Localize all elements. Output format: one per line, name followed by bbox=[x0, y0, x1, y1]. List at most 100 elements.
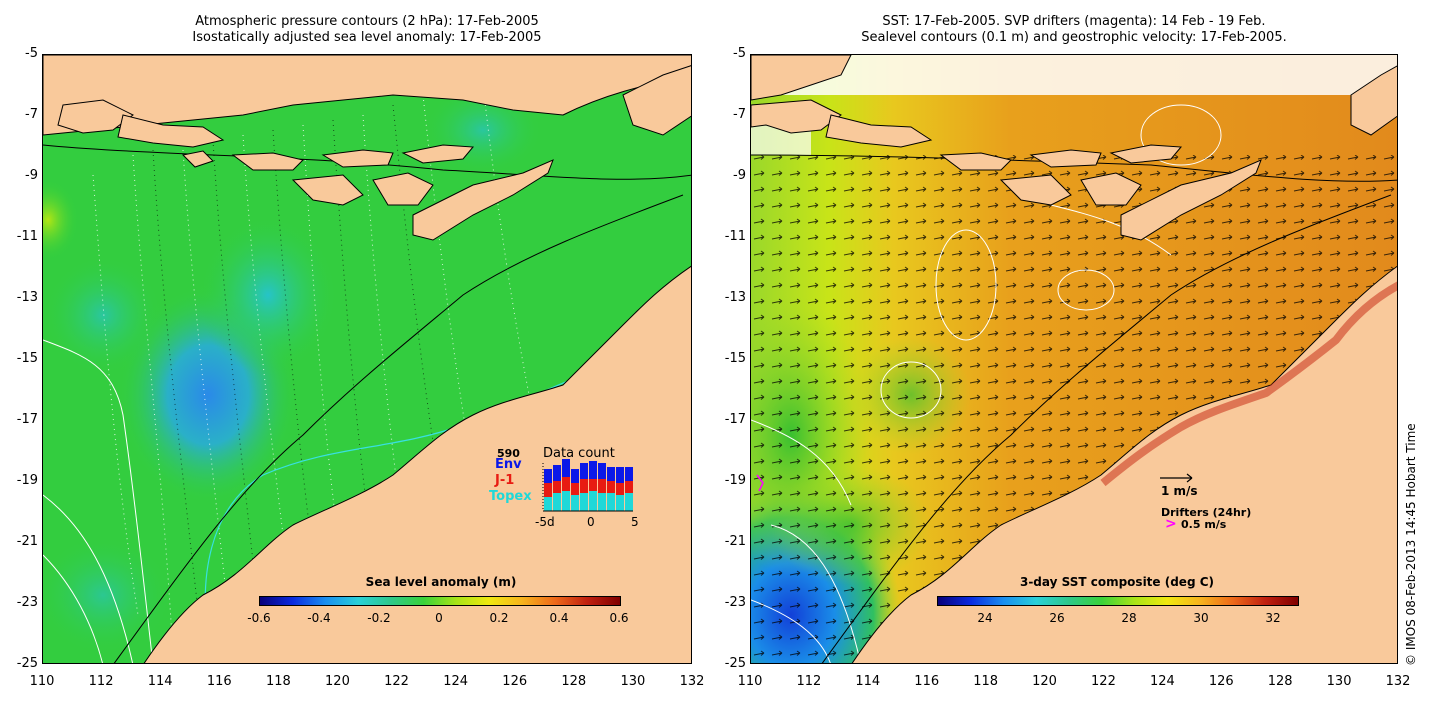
right_panel-x-tick-7: 124 bbox=[1149, 674, 1175, 689]
left_panel-y-tick-7: -19 bbox=[16, 473, 38, 488]
right_panel-x-tick-0: 110 bbox=[737, 674, 763, 689]
right_panel-x-tick-8: 126 bbox=[1208, 674, 1234, 689]
sla-cbar-tick-1: -0.4 bbox=[307, 611, 331, 625]
histogram-bar bbox=[589, 479, 597, 491]
left_panel-x-tick-3: 116 bbox=[206, 674, 232, 689]
right_panel-x-tick-1: 112 bbox=[796, 674, 822, 689]
histogram-bar bbox=[553, 465, 561, 481]
sla-white-contours bbox=[43, 339, 154, 663]
data-count-histogram bbox=[542, 459, 633, 512]
sla-cbar-tick-3: 0 bbox=[435, 611, 443, 625]
sst-cbar-tick-0: 24 bbox=[977, 611, 993, 625]
histogram-bar bbox=[571, 495, 579, 511]
histogram-bar bbox=[589, 491, 597, 511]
left_panel-x-tick-1: 112 bbox=[88, 674, 114, 689]
drifter-speed-label: 0.5 m/s bbox=[1181, 518, 1227, 531]
histogram-bar bbox=[598, 479, 606, 493]
data-count-xtick-1: 0 bbox=[587, 515, 595, 529]
histogram-bar bbox=[580, 479, 588, 493]
left_panel-y-tick-1: -7 bbox=[25, 107, 38, 122]
histogram-bar bbox=[589, 461, 597, 479]
right_panel-y-tick-8: -21 bbox=[724, 534, 746, 549]
histogram-bar bbox=[544, 497, 552, 511]
sla-cbar-tick-2: -0.2 bbox=[367, 611, 391, 625]
left_panel-x-tick-8: 126 bbox=[502, 674, 528, 689]
sst-colorbar bbox=[937, 596, 1299, 606]
histogram-bar bbox=[562, 491, 570, 511]
drifter-track bbox=[756, 474, 764, 492]
left_panel-x-tick-7: 124 bbox=[443, 674, 469, 689]
sst-colorbar-label: 3-day SST composite (deg C) bbox=[1019, 575, 1215, 589]
left-panel-title: Atmospheric pressure contours (2 hPa): 1… bbox=[42, 14, 692, 46]
sea-level-anomaly-map[interactable]: 590 Env J-1 Topex Data count -5d 0 5 Sea… bbox=[42, 54, 692, 664]
histogram-bar bbox=[616, 495, 624, 511]
left_panel-y-tick-0: -5 bbox=[25, 46, 38, 61]
left_panel-y-tick-6: -17 bbox=[16, 412, 38, 427]
sla-colorbar bbox=[259, 596, 621, 606]
right_panel-x-tick-9: 128 bbox=[1267, 674, 1293, 689]
left_panel-x-tick-11: 132 bbox=[679, 674, 705, 689]
left_panel-y-tick-9: -23 bbox=[16, 595, 38, 610]
histogram-bar bbox=[580, 463, 588, 479]
right_panel-x-tick-6: 122 bbox=[1091, 674, 1116, 689]
histogram-bar bbox=[625, 467, 633, 481]
sla-map-svg bbox=[43, 55, 691, 663]
right_panel-y-tick-3: -11 bbox=[724, 229, 746, 244]
data-count-series-topex: Topex bbox=[489, 489, 532, 504]
right_panel-y-tick-7: -19 bbox=[724, 473, 746, 488]
sla-high-anomaly bbox=[43, 180, 78, 260]
right_panel-x-tick-10: 130 bbox=[1326, 674, 1352, 689]
histogram-bar bbox=[562, 477, 570, 491]
right-title-line2: Sealevel contours (0.1 m) and geostrophi… bbox=[861, 30, 1287, 45]
sla-colorbar-label: Sea level anomaly (m) bbox=[365, 575, 517, 589]
sla-cbar-tick-4: 0.2 bbox=[489, 611, 509, 625]
histogram-bar bbox=[544, 469, 552, 483]
left_panel-x-tick-9: 128 bbox=[561, 674, 587, 689]
histogram-bar bbox=[616, 467, 624, 483]
shelf-contour bbox=[43, 144, 691, 180]
data-count-series-j1: J-1 bbox=[495, 473, 515, 488]
velocity-scale-arrow bbox=[1160, 473, 1193, 483]
land bbox=[43, 55, 691, 663]
right_panel-y-tick-4: -13 bbox=[724, 290, 746, 305]
left_panel-y-tick-2: -9 bbox=[25, 168, 38, 183]
sla-cbar-tick-0: -0.6 bbox=[247, 611, 271, 625]
right_panel-x-tick-3: 116 bbox=[914, 674, 940, 689]
data-count-max: 590 bbox=[497, 447, 520, 460]
histogram-bar bbox=[607, 467, 615, 481]
data-count-series-env: Env bbox=[495, 457, 522, 472]
histogram-bar bbox=[580, 493, 588, 511]
histogram-bar bbox=[625, 481, 633, 493]
left_panel-y-tick-3: -11 bbox=[16, 229, 38, 244]
left_panel-x-tick-0: 110 bbox=[29, 674, 55, 689]
right-title-line1: SST: 17-Feb-2005. SVP drifters (magenta)… bbox=[882, 14, 1266, 29]
left_panel-x-tick-10: 130 bbox=[620, 674, 646, 689]
left-title-line1: Atmospheric pressure contours (2 hPa): 1… bbox=[195, 14, 539, 29]
histogram-bar bbox=[625, 493, 633, 511]
right_panel-x-tick-5: 120 bbox=[1032, 674, 1057, 689]
left_panel-y-tick-4: -13 bbox=[16, 290, 38, 305]
left_panel-y-tick-8: -21 bbox=[16, 534, 38, 549]
data-count-xtick-0: -5d bbox=[535, 515, 555, 529]
right_panel-y-tick-10: -25 bbox=[724, 656, 746, 671]
histogram-bar bbox=[598, 493, 606, 511]
right_panel-y-tick-0: -5 bbox=[733, 46, 746, 61]
velocity-scale-label: 1 m/s bbox=[1161, 484, 1198, 498]
right_panel-y-tick-5: -15 bbox=[724, 351, 746, 366]
histogram-bar bbox=[562, 459, 570, 477]
sst-cbar-tick-1: 26 bbox=[1049, 611, 1065, 625]
histogram-bar bbox=[607, 493, 615, 511]
drifter-symbol: > bbox=[1165, 516, 1177, 532]
sla-cbar-tick-6: 0.6 bbox=[609, 611, 629, 625]
right_panel-x-tick-11: 132 bbox=[1385, 674, 1411, 689]
left_panel-x-tick-4: 118 bbox=[265, 674, 291, 689]
drifters-label: Drifters (24hr) bbox=[1161, 506, 1252, 519]
left-title-line2: Isostatically adjusted sea level anomaly… bbox=[192, 30, 542, 45]
right_panel-y-tick-1: -7 bbox=[733, 107, 746, 122]
sla-cbar-tick-5: 0.4 bbox=[549, 611, 569, 625]
right_panel-x-tick-4: 118 bbox=[973, 674, 999, 689]
sst-map[interactable]: 1 m/s Drifters (24hr) > 0.5 m/s 3-day SS… bbox=[750, 54, 1398, 664]
left_panel-x-tick-5: 120 bbox=[325, 674, 350, 689]
data-count-xtick-2: 5 bbox=[631, 515, 639, 529]
histogram-bar bbox=[553, 481, 561, 493]
